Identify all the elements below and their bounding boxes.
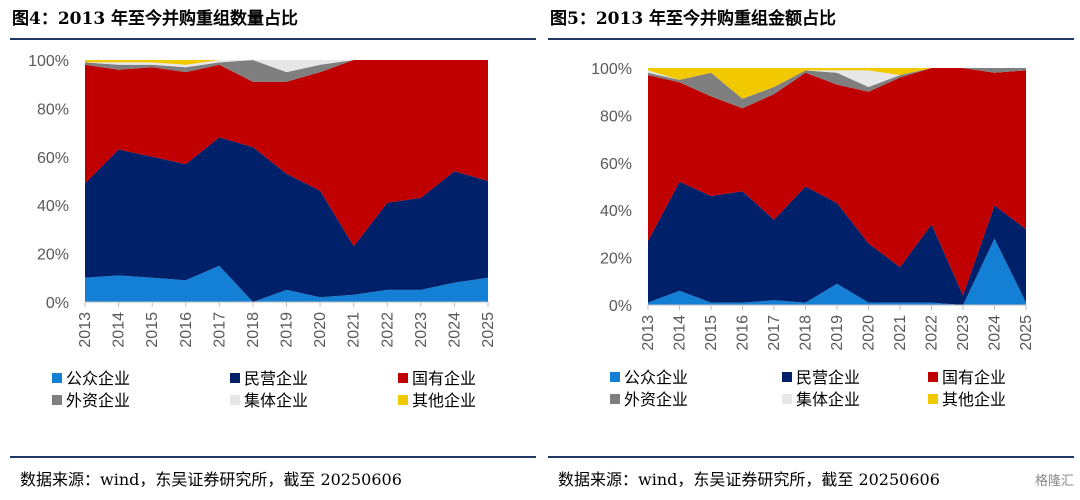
legend-swatch [52, 373, 62, 383]
x-tick-label: 2013 [640, 315, 657, 351]
y-tick-label: 80% [37, 101, 69, 118]
legend-swatch [928, 372, 938, 382]
x-tick-label: 2014 [111, 312, 128, 348]
x-tick-label: 2024 [446, 312, 463, 348]
area-series-3 [648, 68, 1026, 296]
x-tick-label: 2017 [766, 315, 783, 351]
x-tick-label: 2016 [178, 312, 195, 348]
figure-5-source: 数据来源：wind，东吴证券研究所，截至 20250606 [558, 470, 940, 489]
x-axis: 2013 2014 2015 2016 2017 2018 2019 2020 2021 2022… [77, 301, 497, 348]
legend-swatch [610, 372, 620, 382]
x-tick-label: 2015 [703, 315, 720, 351]
legend-swatch [52, 395, 62, 405]
area-series-6 [648, 68, 1026, 99]
figure-5-title: 图5：2013 年至今并购重组金额占比 [550, 9, 837, 29]
x-tick-label: 2021 [346, 312, 363, 348]
x-tick-label: 2014 [672, 315, 689, 351]
y-tick-label: 40% [37, 198, 69, 215]
area-series-2 [85, 137, 488, 302]
area-series-5 [85, 60, 488, 73]
legend-swatch [230, 373, 240, 383]
x-tick-label: 2023 [413, 312, 430, 348]
legend-label: 外资企业 [66, 391, 130, 410]
y-tick-label: 80% [600, 108, 632, 125]
x-tick-label: 2018 [798, 315, 815, 351]
x-tick-label: 2022 [379, 312, 396, 348]
legend-swatch [782, 372, 792, 382]
area-series-4 [85, 60, 488, 82]
figure-4-panel: 图4：2013 年至今并购重组数量占比 0% 20% 40% 60% 80% 100% 20… [10, 0, 540, 500]
legend-label: 公众企业 [66, 369, 130, 388]
x-tick-label: 2017 [211, 312, 228, 348]
watermark-logo: 格隆汇 [1034, 474, 1074, 489]
area-series-4 [648, 68, 1026, 109]
legend-swatch [398, 395, 408, 405]
y-tick-label: 60% [37, 150, 69, 167]
figure-4-top-rule [10, 38, 536, 40]
legend-swatch [782, 394, 792, 404]
y-tick-label: 0% [609, 298, 632, 315]
legend-label: 国有企业 [942, 368, 1006, 387]
area-series-2 [648, 181, 1026, 305]
x-tick-label: 2022 [924, 315, 941, 351]
figure-4-chart: 0%20%40%60%80%100%2013 2014 2015 2016 2017 20… [28, 53, 497, 410]
area-series-1 [648, 238, 1026, 305]
figure-5-panel: 图5：2013 年至今并购重组金额占比 0% 20% 40% 60% 80% 100% 20… [548, 0, 1078, 500]
x-tick-label: 2020 [861, 315, 878, 351]
area-series-3 [85, 60, 488, 247]
y-tick-label: 100% [28, 53, 69, 70]
y-tick-label: 0% [46, 295, 69, 312]
x-tick-label: 2018 [245, 312, 262, 348]
legend-label: 国有企业 [412, 369, 476, 388]
legend-label: 民营企业 [796, 368, 860, 387]
x-tick-label: 2019 [829, 315, 846, 351]
x-tick-label: 2019 [279, 312, 296, 348]
x-tick-label: 2016 [735, 315, 752, 351]
legend-swatch [610, 394, 620, 404]
area-series-1 [85, 265, 488, 302]
figure-5-chart: 0%20%40%60%80%100%2013 2014 2015 2016 2017 20… [591, 61, 1035, 409]
y-tick-label: 100% [591, 61, 632, 78]
y-axis: 0% 20% 40% 60% 80% 100% [28, 53, 69, 312]
figure-4-title: 图4：2013 年至今并购重组数量占比 [12, 9, 299, 29]
legend-label: 集体企业 [244, 391, 308, 410]
x-tick-label: 2020 [312, 312, 329, 348]
legend-swatch [928, 394, 938, 404]
x-axis: 2013 2014 2015 2016 2017 2018 2019 2020 2021 2022… [640, 304, 1035, 351]
area-layers [648, 68, 1026, 305]
x-tick-label: 2021 [892, 315, 909, 351]
legend-swatch [230, 395, 240, 405]
y-tick-label: 20% [600, 251, 632, 268]
legend-label: 其他企业 [942, 390, 1006, 409]
legend-label: 集体企业 [796, 390, 860, 409]
x-tick-label: 2015 [144, 312, 161, 348]
x-tick-label: 2025 [480, 312, 497, 348]
figure-4-bottom-rule [10, 456, 536, 458]
area-layers [85, 60, 488, 302]
figure-5-bottom-rule [548, 456, 1074, 458]
y-tick-label: 40% [600, 203, 632, 220]
area-series-6 [85, 60, 488, 65]
legend-label: 外资企业 [624, 390, 688, 409]
figure-4-source: 数据来源：wind，东吴证券研究所，截至 20250606 [20, 470, 402, 489]
x-tick-label: 2025 [1018, 315, 1035, 351]
figure-5-top-rule [548, 38, 1074, 40]
x-tick-label: 2024 [987, 315, 1004, 351]
y-tick-label: 60% [600, 156, 632, 173]
legend-label: 民营企业 [244, 369, 308, 388]
y-tick-label: 20% [37, 247, 69, 264]
legend-label: 公众企业 [624, 368, 688, 387]
legend-label: 其他企业 [412, 391, 476, 410]
x-tick-label: 2023 [955, 315, 972, 351]
x-tick-label: 2013 [77, 312, 94, 348]
legend-swatch [398, 373, 408, 383]
y-axis: 0% 20% 40% 60% 80% 100% [591, 61, 632, 315]
